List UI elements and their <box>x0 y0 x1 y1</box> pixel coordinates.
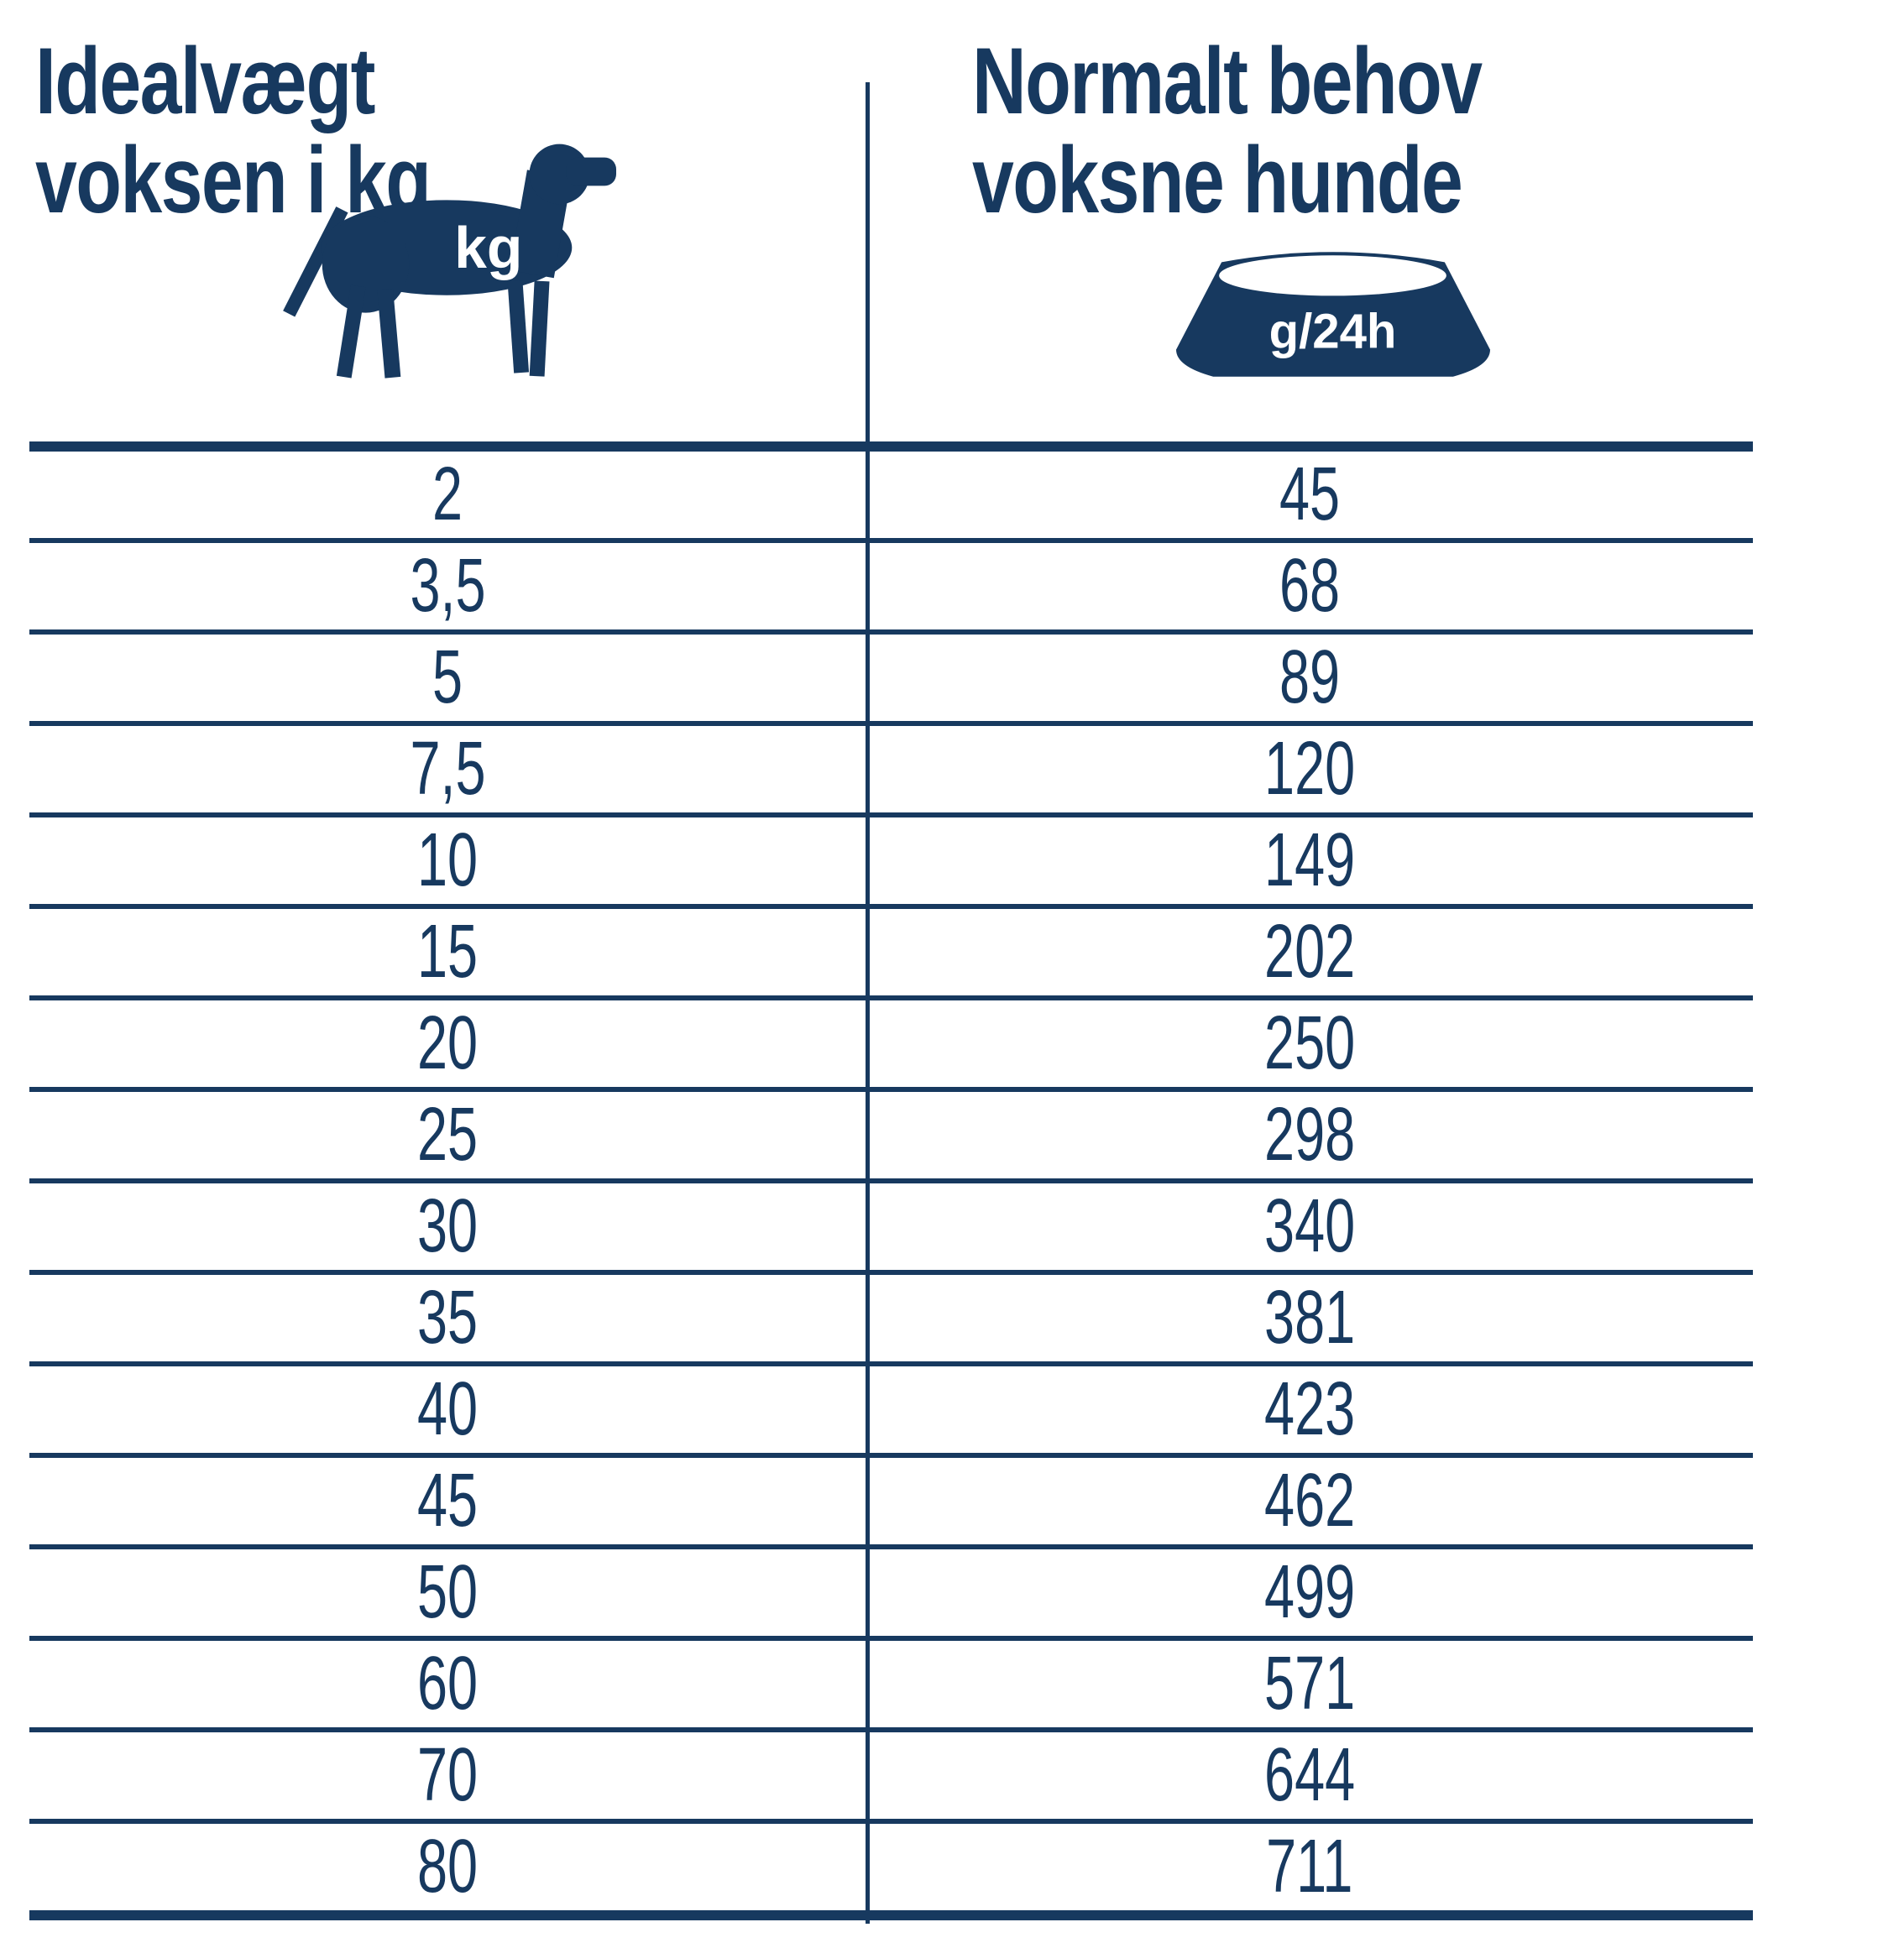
amount-value: 250 <box>1263 1001 1356 1085</box>
table-row: 60 571 <box>29 1636 1753 1727</box>
table-row: 3,5 68 <box>29 538 1753 629</box>
amount-value: 298 <box>1263 1093 1356 1177</box>
right-header-line1: Normalt behov <box>972 29 1483 133</box>
dog-silhouette-icon: kg <box>283 131 618 384</box>
table-row: 80 711 <box>29 1819 1753 1910</box>
amount-cell: 340 <box>866 1183 1753 1270</box>
amount-cell: 89 <box>866 635 1753 721</box>
weight-value: 45 <box>417 1459 479 1543</box>
weight-value: 25 <box>417 1093 479 1177</box>
weight-value: 3,5 <box>410 544 486 628</box>
table-row: 10 149 <box>29 812 1753 904</box>
amount-value: 644 <box>1263 1733 1356 1817</box>
amount-cell: 644 <box>866 1732 1753 1819</box>
left-column-header: Idealvægt voksen i kg <box>35 29 432 229</box>
amount-cell: 381 <box>866 1275 1753 1361</box>
amount-cell: 68 <box>866 543 1753 629</box>
feeding-table: 2 45 3,5 68 5 89 7,5 <box>29 441 1753 1920</box>
weight-cell: 45 <box>29 1458 866 1544</box>
weight-value: 5 <box>432 635 463 719</box>
table-row: 70 644 <box>29 1727 1753 1819</box>
amount-cell: 120 <box>866 726 1753 812</box>
weight-value: 70 <box>417 1733 479 1817</box>
weight-cell: 70 <box>29 1732 866 1819</box>
amount-value: 462 <box>1263 1459 1356 1543</box>
amount-value: 340 <box>1263 1184 1356 1268</box>
column-divider <box>866 82 870 1924</box>
weight-value: 2 <box>432 452 463 536</box>
amount-value: 711 <box>1266 1825 1353 1909</box>
table-row: 5 89 <box>29 629 1753 721</box>
left-header-line1: Idealvægt <box>35 29 375 133</box>
table-row: 20 250 <box>29 995 1753 1087</box>
table-row: 45 462 <box>29 1453 1753 1544</box>
weight-cell: 35 <box>29 1275 866 1361</box>
weight-cell: 5 <box>29 635 866 721</box>
amount-value: 120 <box>1263 727 1356 811</box>
amount-cell: 250 <box>866 1000 1753 1087</box>
amount-value: 45 <box>1279 452 1341 536</box>
table-row: 35 381 <box>29 1270 1753 1361</box>
amount-cell: 711 <box>866 1824 1753 1910</box>
amount-value: 423 <box>1263 1367 1356 1451</box>
weight-cell: 2 <box>29 452 866 538</box>
table-row: 7,5 120 <box>29 721 1753 812</box>
bowl-opening <box>1219 255 1446 296</box>
table-row: 15 202 <box>29 904 1753 995</box>
weight-cell: 80 <box>29 1824 866 1910</box>
weight-value: 80 <box>417 1825 479 1909</box>
weight-value: 10 <box>417 818 479 902</box>
weight-cell: 40 <box>29 1366 866 1453</box>
amount-cell: 499 <box>866 1549 1753 1636</box>
weight-value: 30 <box>417 1184 479 1268</box>
weight-value: 7,5 <box>410 727 486 811</box>
amount-cell: 45 <box>866 452 1753 538</box>
amount-value: 68 <box>1279 544 1341 628</box>
weight-cell: 3,5 <box>29 543 866 629</box>
right-header-line2: voksne hunde <box>972 127 1463 232</box>
food-bowl-icon: g/24h <box>1175 248 1491 383</box>
table-row: 40 423 <box>29 1361 1753 1453</box>
weight-value: 35 <box>417 1276 479 1360</box>
table-row: 50 499 <box>29 1544 1753 1636</box>
table-row: 25 298 <box>29 1087 1753 1178</box>
weight-cell: 20 <box>29 1000 866 1087</box>
weight-cell: 15 <box>29 909 866 995</box>
amount-value: 381 <box>1263 1276 1356 1360</box>
weight-value: 15 <box>417 910 479 994</box>
amount-cell: 462 <box>866 1458 1753 1544</box>
amount-cell: 202 <box>866 909 1753 995</box>
weight-cell: 30 <box>29 1183 866 1270</box>
table-row: 30 340 <box>29 1178 1753 1270</box>
amount-cell: 571 <box>866 1641 1753 1727</box>
table-row: 2 45 <box>29 452 1753 538</box>
amount-value: 89 <box>1279 635 1341 719</box>
weight-cell: 10 <box>29 817 866 904</box>
amount-value: 149 <box>1263 818 1356 902</box>
amount-value: 571 <box>1263 1642 1356 1726</box>
weight-cell: 7,5 <box>29 726 866 812</box>
weight-value: 50 <box>417 1550 479 1634</box>
amount-cell: 423 <box>866 1366 1753 1453</box>
amount-value: 202 <box>1263 910 1356 994</box>
weight-value: 20 <box>417 1001 479 1085</box>
weight-cell: 60 <box>29 1641 866 1727</box>
kg-icon-label: kg <box>454 215 522 280</box>
amount-cell: 149 <box>866 817 1753 904</box>
amount-cell: 298 <box>866 1092 1753 1178</box>
weight-value: 40 <box>417 1367 479 1451</box>
amount-value: 499 <box>1263 1550 1356 1634</box>
right-column-header: Normalt behov voksne hunde <box>972 29 1483 232</box>
g24h-icon-label: g/24h <box>1269 305 1397 359</box>
weight-cell: 25 <box>29 1092 866 1178</box>
weight-cell: 50 <box>29 1549 866 1636</box>
dog-shape <box>283 144 617 379</box>
weight-value: 60 <box>417 1642 479 1726</box>
